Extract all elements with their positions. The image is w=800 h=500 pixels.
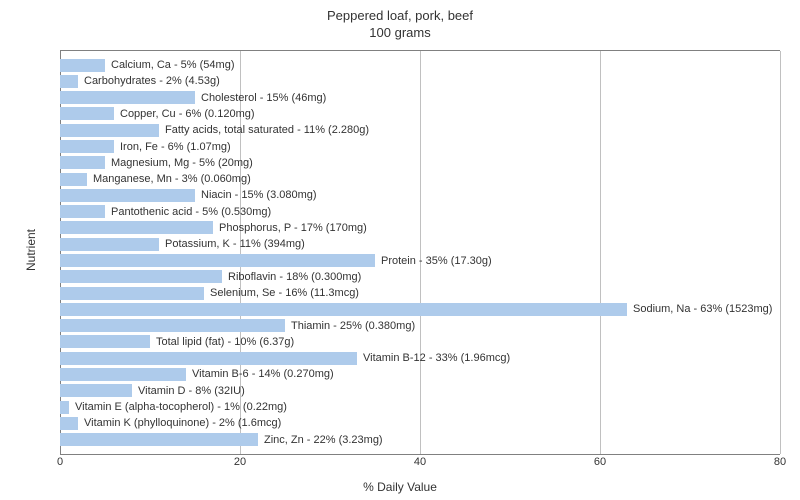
- title-line-1: Peppered loaf, pork, beef: [0, 8, 800, 25]
- bar-row: Vitamin D - 8% (32IU): [60, 384, 780, 398]
- bar: [60, 189, 195, 202]
- bar-label: Cholesterol - 15% (46mg): [201, 92, 326, 104]
- bar-label: Copper, Cu - 6% (0.120mg): [120, 108, 255, 120]
- bar-label: Vitamin K (phylloquinone) - 2% (1.6mcg): [84, 417, 281, 429]
- bar: [60, 319, 285, 332]
- bar-row: Vitamin B-12 - 33% (1.96mcg): [60, 351, 780, 365]
- grid-line: [780, 51, 781, 454]
- bar-label: Phosphorus, P - 17% (170mg): [219, 222, 367, 234]
- bar-label: Vitamin E (alpha-tocopherol) - 1% (0.22m…: [75, 401, 287, 413]
- bar: [60, 156, 105, 169]
- bar-row: Magnesium, Mg - 5% (20mg): [60, 156, 780, 170]
- bar-row: Vitamin B-6 - 14% (0.270mg): [60, 367, 780, 381]
- bar: [60, 352, 357, 365]
- bar-label: Riboflavin - 18% (0.300mg): [228, 271, 361, 283]
- bar: [60, 221, 213, 234]
- bar-row: Vitamin K (phylloquinone) - 2% (1.6mcg): [60, 416, 780, 430]
- bar-row: Calcium, Ca - 5% (54mg): [60, 58, 780, 72]
- bar: [60, 140, 114, 153]
- bar: [60, 238, 159, 251]
- bar-label: Vitamin D - 8% (32IU): [138, 385, 245, 397]
- bar-row: Manganese, Mn - 3% (0.060mg): [60, 172, 780, 186]
- bar-label: Carbohydrates - 2% (4.53g): [84, 75, 220, 87]
- bar: [60, 368, 186, 381]
- bar: [60, 335, 150, 348]
- x-tick-label: 20: [234, 456, 246, 468]
- bar-row: Vitamin E (alpha-tocopherol) - 1% (0.22m…: [60, 400, 780, 414]
- bar-row: Protein - 35% (17.30g): [60, 254, 780, 268]
- bar-row: Total lipid (fat) - 10% (6.37g): [60, 335, 780, 349]
- bar: [60, 433, 258, 446]
- bar: [60, 91, 195, 104]
- x-tick-label: 0: [57, 456, 63, 468]
- bar-row: Phosphorus, P - 17% (170mg): [60, 221, 780, 235]
- bar-label: Manganese, Mn - 3% (0.060mg): [93, 173, 251, 185]
- bar: [60, 254, 375, 267]
- bar-label: Zinc, Zn - 22% (3.23mg): [264, 434, 383, 446]
- bar: [60, 417, 78, 430]
- bar: [60, 107, 114, 120]
- bar-label: Sodium, Na - 63% (1523mg): [633, 303, 772, 315]
- bar-row: Potassium, K - 11% (394mg): [60, 237, 780, 251]
- bar-label: Protein - 35% (17.30g): [381, 255, 492, 267]
- bar-label: Thiamin - 25% (0.380mg): [291, 320, 415, 332]
- plot-area: Calcium, Ca - 5% (54mg) Carbohydrates - 2…: [60, 50, 780, 455]
- bar-label: Total lipid (fat) - 10% (6.37g): [156, 336, 294, 348]
- bar-label: Selenium, Se - 16% (11.3mcg): [210, 287, 359, 299]
- bar-row: Niacin - 15% (3.080mg): [60, 188, 780, 202]
- bar-label: Potassium, K - 11% (394mg): [165, 238, 305, 250]
- nutrient-chart: Peppered loaf, pork, beef 100 grams Nutr…: [0, 0, 800, 500]
- bar-row: Fatty acids, total saturated - 11% (2.28…: [60, 123, 780, 137]
- bar: [60, 205, 105, 218]
- bar-label: Magnesium, Mg - 5% (20mg): [111, 157, 253, 169]
- bar: [60, 303, 627, 316]
- chart-title: Peppered loaf, pork, beef 100 grams: [0, 8, 800, 42]
- bar-label: Calcium, Ca - 5% (54mg): [111, 59, 234, 71]
- x-tick-label: 60: [594, 456, 606, 468]
- bar: [60, 287, 204, 300]
- bar-label: Fatty acids, total saturated - 11% (2.28…: [165, 124, 369, 136]
- bar-label: Pantothenic acid - 5% (0.530mg): [111, 206, 271, 218]
- bar-label: Vitamin B-12 - 33% (1.96mcg): [363, 352, 510, 364]
- bars-container: Calcium, Ca - 5% (54mg) Carbohydrates - 2…: [60, 57, 780, 448]
- bar: [60, 124, 159, 137]
- x-axis-label: % Daily Value: [0, 480, 800, 494]
- bar: [60, 75, 78, 88]
- bar: [60, 270, 222, 283]
- x-ticks: 020406080: [60, 454, 780, 474]
- bar-row: Thiamin - 25% (0.380mg): [60, 319, 780, 333]
- bar: [60, 401, 69, 414]
- bar: [60, 59, 105, 72]
- bar-label: Vitamin B-6 - 14% (0.270mg): [192, 368, 334, 380]
- bar: [60, 384, 132, 397]
- bar-row: Sodium, Na - 63% (1523mg): [60, 302, 780, 316]
- bar: [60, 173, 87, 186]
- bar-row: Copper, Cu - 6% (0.120mg): [60, 107, 780, 121]
- title-line-2: 100 grams: [0, 25, 800, 42]
- bar-row: Cholesterol - 15% (46mg): [60, 91, 780, 105]
- bar-row: Selenium, Se - 16% (11.3mcg): [60, 286, 780, 300]
- bar-row: Riboflavin - 18% (0.300mg): [60, 270, 780, 284]
- bar-label: Niacin - 15% (3.080mg): [201, 189, 317, 201]
- x-tick-label: 40: [414, 456, 426, 468]
- x-tick-label: 80: [774, 456, 786, 468]
- bar-row: Pantothenic acid - 5% (0.530mg): [60, 205, 780, 219]
- bar-row: Iron, Fe - 6% (1.07mg): [60, 140, 780, 154]
- y-axis-label: Nutrient: [24, 229, 38, 271]
- bar-row: Carbohydrates - 2% (4.53g): [60, 74, 780, 88]
- bar-row: Zinc, Zn - 22% (3.23mg): [60, 433, 780, 447]
- bar-label: Iron, Fe - 6% (1.07mg): [120, 141, 231, 153]
